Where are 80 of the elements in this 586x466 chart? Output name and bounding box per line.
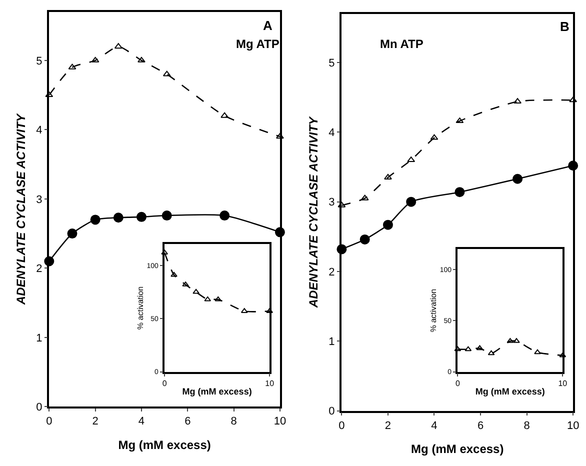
y-tick-label: 1: [36, 332, 42, 344]
y-tick-label: 0: [328, 406, 335, 418]
point: [406, 196, 416, 207]
point: [220, 112, 229, 118]
point: [338, 202, 346, 208]
point: [384, 174, 392, 180]
y-axis-title: % activation: [429, 288, 438, 332]
point: [534, 349, 541, 354]
point: [161, 250, 168, 254]
point: [454, 346, 462, 352]
point: [204, 296, 212, 302]
point: [192, 288, 200, 294]
y-tick-label: 3: [328, 196, 335, 209]
point: [454, 187, 465, 198]
y-tick-label: 4: [328, 127, 335, 140]
point: [162, 210, 172, 221]
x-tick-label: 8: [524, 420, 530, 432]
x-tick-label: 4: [431, 420, 438, 432]
y-tick-label: 5: [36, 55, 42, 68]
point: [162, 70, 171, 76]
point: [138, 56, 146, 62]
point: [559, 352, 566, 358]
x-tick-label: 8: [230, 416, 237, 428]
point: [360, 194, 369, 200]
point: [476, 345, 484, 350]
y-tick-label: 2: [328, 266, 335, 278]
point: [182, 282, 189, 286]
x-tick-label: 4: [138, 416, 145, 428]
point: [220, 210, 230, 221]
annotation: Mn ATP: [380, 37, 424, 51]
point: [214, 296, 222, 302]
point: [512, 174, 523, 184]
point: [90, 214, 100, 225]
point: [430, 134, 438, 140]
y-axis-title: ADENYLATE CYCLASE ACTIVITY: [306, 116, 320, 309]
y-tick-label: 3: [36, 194, 42, 206]
point: [569, 96, 578, 102]
point: [114, 43, 122, 49]
x-tick-label: 6: [184, 416, 191, 428]
y-axis-title: ADENYLATE CYCLASE ACTIVITY: [14, 112, 28, 306]
annotation: Mg ATP: [236, 37, 280, 51]
point: [136, 212, 146, 222]
y-tick-label: 1: [328, 336, 335, 348]
point: [113, 212, 124, 223]
point: [276, 133, 284, 139]
point: [360, 234, 370, 244]
x-tick-label: 0: [162, 379, 168, 388]
x-tick-label: 0: [338, 420, 345, 432]
y-tick-label: 4: [36, 124, 42, 137]
point: [488, 350, 495, 356]
x-tick-label: 2: [92, 416, 98, 428]
y-tick-label: 2: [36, 263, 42, 276]
x-tick-label: 2: [384, 420, 392, 432]
point: [45, 92, 54, 98]
point: [382, 220, 393, 230]
text: B: [560, 19, 570, 34]
x-tick-label: 0: [46, 416, 52, 428]
x-axis-title: Mg (mM excess): [118, 438, 211, 452]
x-axis-title: Mg (mM excess): [411, 442, 504, 456]
x-tick-label: 10: [274, 416, 286, 428]
text: A: [263, 18, 273, 33]
x-tick-label: 6: [477, 420, 484, 432]
point: [514, 98, 522, 104]
y-tick-label: 5: [328, 57, 335, 70]
point: [91, 56, 100, 62]
point: [464, 346, 472, 352]
x-tick-label: 10: [566, 420, 580, 432]
point: [68, 64, 76, 70]
y-tick-label: 0: [36, 402, 42, 414]
x-axis-title: Mg (mM excess): [475, 386, 545, 396]
point: [67, 228, 78, 239]
point: [456, 118, 464, 124]
x-tick-label: 0: [455, 379, 460, 388]
x-axis-title: Mg (mM excess): [182, 386, 252, 396]
x-tick-label: 10: [558, 379, 568, 388]
x-tick-label: 10: [265, 379, 275, 388]
point: [170, 272, 178, 277]
point: [407, 156, 416, 162]
point: [513, 338, 520, 343]
y-axis-title: % activation: [136, 286, 145, 330]
